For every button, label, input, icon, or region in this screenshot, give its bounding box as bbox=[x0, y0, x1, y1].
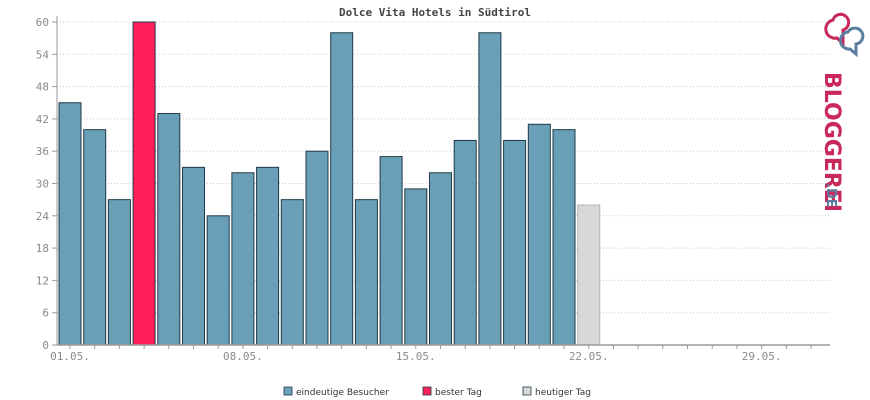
y-tick-label: 42 bbox=[36, 113, 49, 126]
y-tick-label: 60 bbox=[36, 16, 49, 29]
legend-label-best-day: bester Tag bbox=[435, 388, 482, 398]
y-tick-label: 54 bbox=[36, 48, 50, 61]
x-tick-label: 22.05. bbox=[569, 350, 609, 363]
legend-label-visitors: eindeutige Besucher bbox=[296, 388, 389, 398]
y-tick-label: 30 bbox=[36, 178, 49, 191]
y-tick-label: 24 bbox=[36, 210, 50, 223]
bar-day-21 bbox=[552, 129, 576, 346]
legend: eindeutige Besucher bester Tag heutiger … bbox=[283, 386, 591, 398]
bar-day-1 bbox=[58, 102, 82, 346]
chart-title: Dolce Vita Hotels in Südtirol bbox=[339, 6, 531, 19]
bar-day-9 bbox=[256, 166, 280, 346]
bar-day-12 bbox=[330, 32, 354, 346]
bar-day-4 bbox=[132, 21, 156, 346]
x-tick-label: 01.05. bbox=[50, 350, 90, 363]
bars bbox=[58, 21, 601, 346]
legend-item-today: heutiger Tag bbox=[522, 386, 591, 398]
bar-day-15 bbox=[404, 188, 428, 346]
bar-day-16 bbox=[429, 172, 452, 346]
brand-wordmark: BLOGGEREI bbox=[819, 72, 844, 212]
x-tick-label: 15.05. bbox=[396, 350, 436, 363]
bar-day-18 bbox=[478, 32, 502, 346]
bar-day-20 bbox=[527, 123, 551, 346]
y-tick-label: 48 bbox=[36, 81, 49, 94]
bar-day-2 bbox=[83, 129, 107, 346]
y-tick-label: 18 bbox=[36, 242, 49, 255]
legend-swatch-today bbox=[522, 386, 532, 396]
y-tick-label: 0 bbox=[42, 339, 49, 352]
y-tick-label: 12 bbox=[36, 274, 49, 287]
bar-day-5 bbox=[157, 113, 181, 346]
bloggerei-logo: BLOGGEREI .DE bbox=[819, 12, 865, 212]
x-tick-label: 08.05. bbox=[223, 350, 263, 363]
bar-day-11 bbox=[305, 150, 329, 346]
bar-day-6 bbox=[182, 166, 205, 346]
bar-day-17 bbox=[453, 139, 477, 346]
speech-bubbles-icon bbox=[824, 12, 865, 58]
bar-day-19 bbox=[503, 139, 527, 346]
legend-swatch-visitors bbox=[283, 386, 293, 396]
bar-day-10 bbox=[280, 199, 304, 346]
x-tick-label: 29.05. bbox=[742, 350, 782, 363]
axes bbox=[56, 16, 830, 349]
y-tick-label: 36 bbox=[36, 145, 49, 158]
legend-item-visitors: eindeutige Besucher bbox=[283, 386, 389, 398]
gridlines bbox=[52, 21, 830, 346]
y-tick-label: 6 bbox=[42, 307, 49, 320]
bar-day-14 bbox=[379, 156, 403, 346]
legend-label-today: heutiger Tag bbox=[535, 388, 591, 398]
bar-day-7 bbox=[206, 215, 230, 346]
bar-day-8 bbox=[231, 172, 255, 346]
bar-day-3 bbox=[107, 199, 131, 346]
legend-item-best-day: bester Tag bbox=[422, 386, 482, 398]
brand-suffix: .DE bbox=[823, 183, 838, 208]
x-tick-labels: 01.05. 08.05. 15.05. 22.05. 29.05. bbox=[50, 350, 781, 363]
legend-swatch-best-day bbox=[422, 386, 432, 396]
bar-day-13 bbox=[354, 199, 378, 346]
bar-day-22 bbox=[577, 204, 601, 346]
y-tick-labels: 0 6 12 18 24 30 36 42 48 54 60 bbox=[36, 16, 50, 352]
